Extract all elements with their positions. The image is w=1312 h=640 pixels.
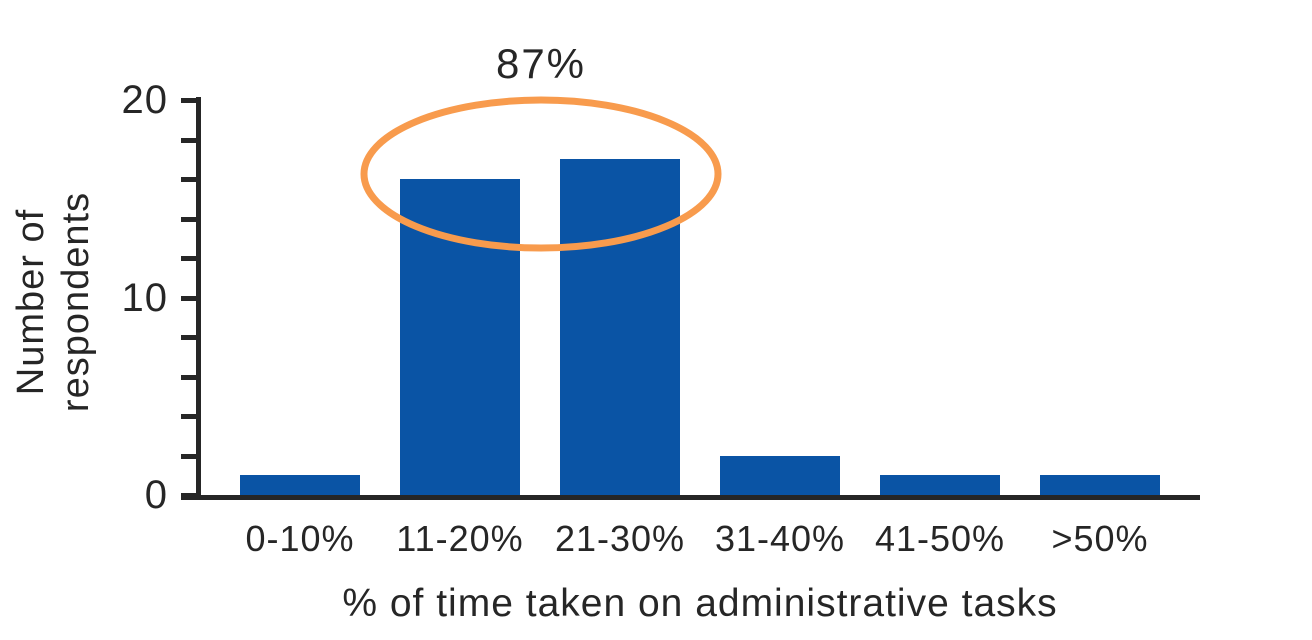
y-axis-tick (181, 177, 201, 182)
x-axis-line (181, 495, 1200, 500)
y-axis-tick (181, 374, 201, 380)
x-axis-tick-label: 11-20% (396, 518, 524, 559)
x-axis-tick-label: 41-50% (874, 518, 1006, 559)
y-axis-tick-label: 0 (144, 473, 168, 517)
x-axis-tick-label: 31-40% (714, 518, 846, 559)
y-axis-tick (181, 295, 201, 301)
y-axis-tick (181, 453, 201, 459)
y-axis-tick (181, 216, 201, 222)
y-axis-tick (181, 137, 201, 143)
y-axis-tick-label: 10 (121, 275, 168, 320)
annotation-ellipse (350, 92, 732, 256)
y-axis-tick (181, 414, 201, 419)
x-axis-tick-label: 0-10% (245, 518, 355, 559)
y-axis-title-line1: Number of (10, 208, 52, 396)
bar-41-50% (880, 475, 1000, 495)
annotation-ellipse-shape (360, 96, 722, 252)
bar-21-30% (560, 159, 680, 495)
y-axis-tick (181, 256, 201, 261)
bar-0-10% (240, 475, 360, 495)
y-axis-tick-label: 20 (121, 78, 168, 122)
annotation-label: 87% (495, 40, 587, 87)
y-axis-tick (181, 493, 201, 498)
bar-31-40% (720, 455, 840, 495)
y-axis-tick (181, 335, 201, 340)
bar->50% (1040, 475, 1160, 495)
x-axis-title: % of time taken on administrative tasks (342, 582, 1058, 625)
y-axis-tick (181, 98, 201, 103)
x-axis-tick-label: 21-30% (554, 518, 686, 559)
x-axis-tick-label: >50% (1051, 518, 1149, 559)
